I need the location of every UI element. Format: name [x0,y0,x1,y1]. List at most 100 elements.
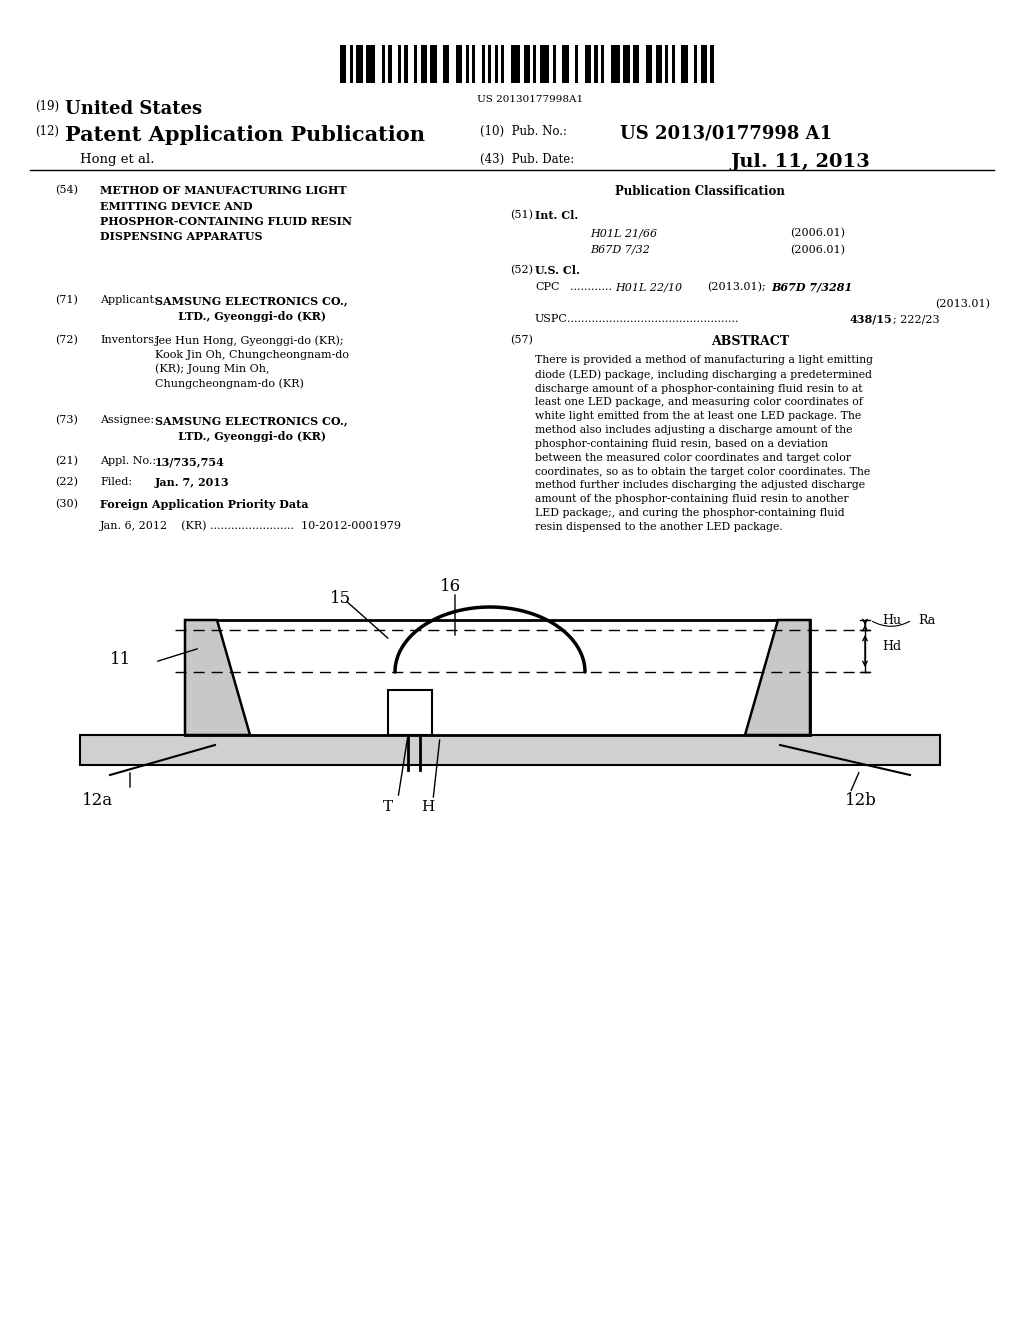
Text: There is provided a method of manufacturing a light emitting
diode (LED) package: There is provided a method of manufactur… [535,355,873,532]
Bar [501,45,504,83]
Text: 438/15: 438/15 [850,314,893,325]
Text: H01L 22/10: H01L 22/10 [615,282,682,292]
Bar [488,45,492,83]
Bar [511,45,520,83]
Text: 15: 15 [330,590,351,607]
Bar [672,45,675,83]
Text: (54): (54) [55,185,78,195]
Bar [466,45,469,83]
Text: Patent Application Publication: Patent Application Publication [65,125,425,145]
Text: United States: United States [65,100,202,117]
Text: .................................................: ........................................… [567,314,738,323]
Bar [443,45,450,83]
Bar [575,45,579,83]
Bar [430,45,436,83]
Text: 16: 16 [440,578,461,595]
Text: (52): (52) [510,265,534,276]
Bar [624,45,630,83]
Bar [553,45,556,83]
Bar [481,45,485,83]
Text: (73): (73) [55,414,78,425]
Bar [700,45,708,83]
Bar [382,45,385,83]
Text: Jul. 11, 2013: Jul. 11, 2013 [730,153,869,172]
Bar [472,45,475,83]
Bar [414,45,418,83]
Text: 13/735,754: 13/735,754 [155,455,225,467]
Text: USPC: USPC [535,314,568,323]
Text: B67D 7/32: B67D 7/32 [590,246,650,255]
Polygon shape [185,620,250,735]
Text: (57): (57) [510,335,532,346]
Bar [562,45,568,83]
Bar [585,45,591,83]
Bar [681,45,688,83]
Text: 11: 11 [110,652,131,668]
Bar [633,45,640,83]
Text: (22): (22) [55,477,78,487]
Polygon shape [745,620,810,735]
Bar [185,620,810,735]
Text: U.S. Cl.: U.S. Cl. [535,265,580,276]
Text: (2006.01): (2006.01) [790,228,845,239]
Text: H: H [421,800,434,814]
Text: US 2013/0177998 A1: US 2013/0177998 A1 [620,125,833,143]
Bar [340,45,346,83]
Text: ............: ............ [570,282,612,292]
Text: (2013.01);: (2013.01); [707,282,766,292]
Text: (2013.01): (2013.01) [935,300,990,309]
Bar [610,45,621,83]
Text: (72): (72) [55,335,78,346]
Text: H01L 21/66: H01L 21/66 [590,228,657,238]
Text: (43)  Pub. Date:: (43) Pub. Date: [480,153,574,166]
Text: SAMSUNG ELECTRONICS CO.,
      LTD., Gyeonggi-do (KR): SAMSUNG ELECTRONICS CO., LTD., Gyeonggi-… [155,294,348,322]
Text: T: T [383,800,393,814]
Bar [366,45,376,83]
Bar [601,45,604,83]
Text: Jee Hun Hong, Gyeonggi-do (KR);
Kook Jin Oh, Chungcheongnam-do
(KR); Joung Min O: Jee Hun Hong, Gyeonggi-do (KR); Kook Jin… [155,335,349,389]
Text: Hu: Hu [882,614,901,627]
Text: METHOD OF MANUFACTURING LIGHT
EMITTING DEVICE AND
PHOSPHOR-CONTAINING FLUID RESI: METHOD OF MANUFACTURING LIGHT EMITTING D… [100,185,352,243]
Text: Inventors:: Inventors: [100,335,158,345]
Text: Filed:: Filed: [100,477,132,487]
Text: US 20130177998A1: US 20130177998A1 [477,95,583,104]
Bar [666,45,669,83]
Bar [540,45,549,83]
Text: Jan. 7, 2013: Jan. 7, 2013 [155,477,229,488]
Text: CPC: CPC [535,282,559,292]
Bar [534,45,537,83]
Text: Jan. 6, 2012    (KR) ........................  10-2012-0001979: Jan. 6, 2012 (KR) ......................… [100,520,402,531]
Text: ABSTRACT: ABSTRACT [711,335,790,348]
Text: Appl. No.:: Appl. No.: [100,455,156,466]
Bar [594,45,598,83]
Bar [711,45,714,83]
Text: 12b: 12b [845,792,877,809]
Text: (2006.01): (2006.01) [790,246,845,255]
Bar [388,45,391,83]
Text: (12): (12) [35,125,59,139]
Text: Hong et al.: Hong et al. [80,153,155,166]
Bar [523,45,530,83]
Bar [646,45,652,83]
Text: Assignee:: Assignee: [100,414,155,425]
Text: Hd: Hd [882,639,901,652]
Bar [388,690,432,735]
Text: Int. Cl.: Int. Cl. [535,210,579,220]
Bar [694,45,697,83]
Bar [456,45,463,83]
Bar [398,45,401,83]
Text: Applicant:: Applicant: [100,294,158,305]
Bar [495,45,498,83]
Text: (30): (30) [55,499,78,510]
Text: Foreign Application Priority Data: Foreign Application Priority Data [100,499,308,510]
Bar [80,735,940,766]
Bar [349,45,353,83]
Text: 12a: 12a [82,792,113,809]
Text: (51): (51) [510,210,534,220]
Bar [404,45,408,83]
Text: (21): (21) [55,455,78,466]
Bar [421,45,427,83]
Text: (19): (19) [35,100,59,114]
Text: (10)  Pub. No.:: (10) Pub. No.: [480,125,567,139]
Text: ; 222/23: ; 222/23 [893,314,940,323]
